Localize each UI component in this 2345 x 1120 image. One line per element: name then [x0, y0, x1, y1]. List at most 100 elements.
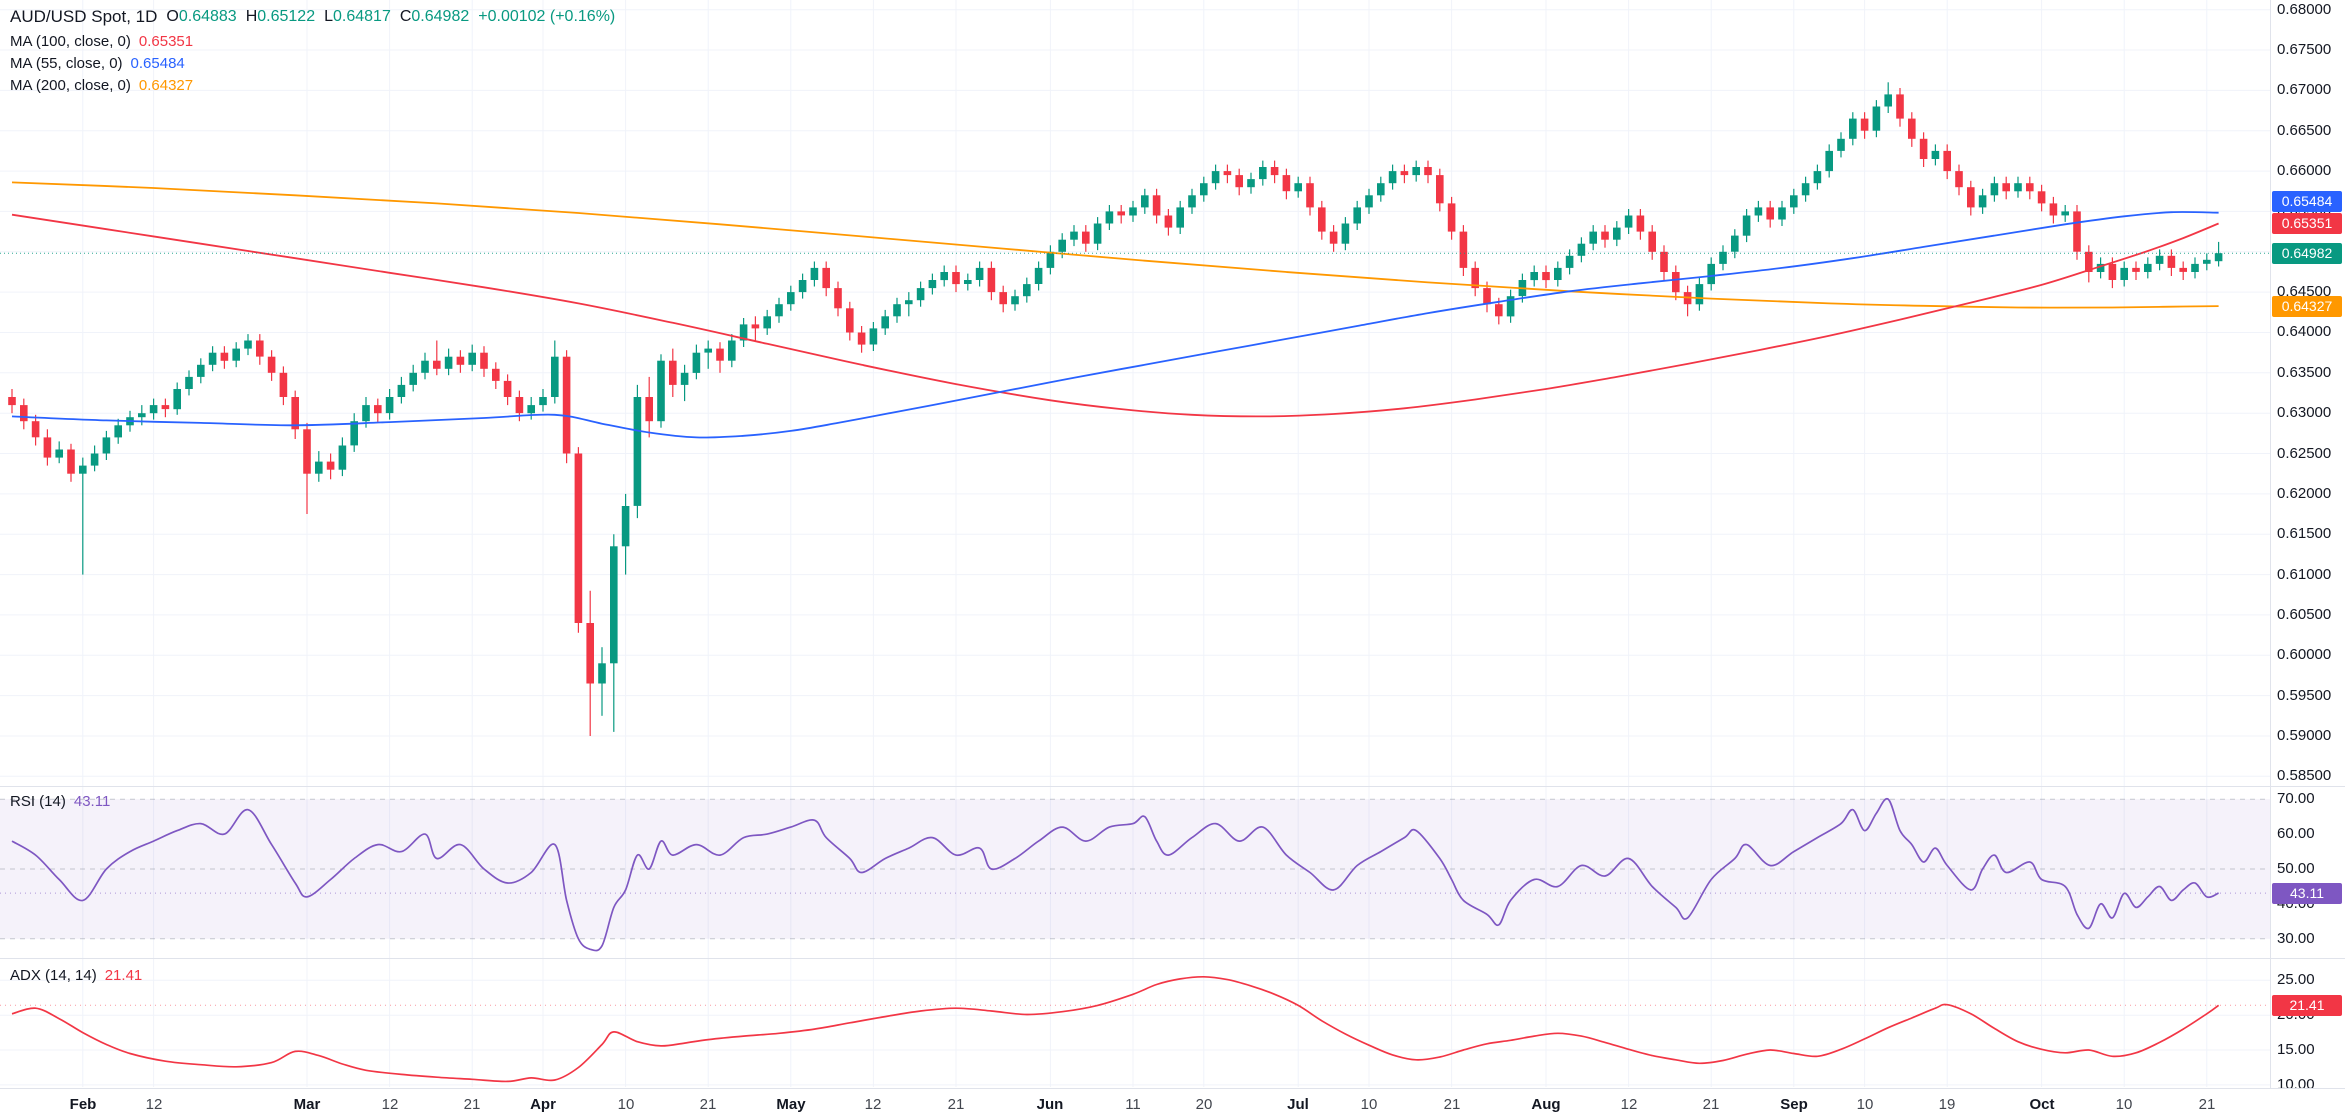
candle[interactable] — [1978, 188, 1987, 214]
candle[interactable] — [291, 390, 299, 439]
candle[interactable] — [2191, 257, 2199, 279]
candle[interactable] — [822, 261, 830, 297]
candle[interactable] — [1247, 172, 1255, 194]
candle[interactable] — [1825, 144, 1833, 178]
candle[interactable] — [1719, 245, 1727, 271]
candle[interactable] — [197, 358, 205, 384]
candle[interactable] — [2061, 205, 2069, 222]
candle[interactable] — [114, 418, 122, 444]
candle[interactable] — [185, 370, 193, 396]
candle[interactable] — [1211, 164, 1220, 190]
candle[interactable] — [244, 334, 252, 356]
candle[interactable] — [739, 318, 748, 347]
candle[interactable] — [1223, 164, 1232, 184]
candle[interactable] — [905, 292, 913, 317]
candle[interactable] — [1648, 225, 1656, 260]
symbol-row[interactable]: AUD/USD Spot, 1D O0.64883 H0.65122 L0.6481… — [10, 4, 615, 30]
candle[interactable] — [468, 344, 476, 372]
candle[interactable] — [527, 397, 535, 420]
candle[interactable] — [1459, 225, 1468, 276]
candle[interactable] — [798, 273, 807, 299]
candle[interactable] — [1471, 261, 1479, 297]
candle[interactable] — [1259, 160, 1267, 186]
candle[interactable] — [598, 647, 606, 716]
candle[interactable] — [267, 350, 276, 381]
candle[interactable] — [1695, 277, 1704, 311]
candle[interactable] — [1554, 261, 1562, 287]
candle[interactable] — [149, 398, 158, 420]
candle[interactable] — [1813, 164, 1822, 190]
candle[interactable] — [692, 344, 701, 380]
candle[interactable] — [433, 340, 441, 376]
candle[interactable] — [1046, 245, 1055, 275]
candle[interactable] — [1188, 188, 1196, 214]
candle[interactable] — [1589, 225, 1597, 251]
candle[interactable] — [1766, 200, 1774, 228]
candle[interactable] — [999, 285, 1007, 313]
candle[interactable] — [2132, 261, 2140, 281]
candle[interactable] — [562, 350, 571, 464]
candle[interactable] — [1294, 176, 1302, 198]
candle[interactable] — [1577, 237, 1586, 263]
candle[interactable] — [1919, 132, 1928, 167]
candle[interactable] — [704, 340, 712, 369]
candle[interactable] — [1872, 100, 1881, 138]
candle[interactable] — [1023, 277, 1031, 303]
candle[interactable] — [1082, 225, 1090, 252]
candle[interactable] — [303, 422, 311, 514]
candle[interactable] — [2167, 249, 2176, 276]
candle[interactable] — [787, 285, 795, 311]
candle[interactable] — [1152, 188, 1161, 224]
candle[interactable] — [1530, 265, 1538, 287]
candle[interactable] — [480, 346, 488, 377]
candle[interactable] — [1412, 160, 1420, 182]
candle[interactable] — [952, 265, 960, 293]
adx-line[interactable] — [11, 975, 2220, 1083]
candle[interactable] — [256, 334, 264, 365]
candle[interactable] — [1896, 88, 1904, 127]
candle[interactable] — [1164, 209, 1173, 236]
candle[interactable] — [492, 362, 500, 389]
candle[interactable] — [1388, 164, 1397, 190]
candle[interactable] — [8, 389, 16, 414]
candle[interactable] — [716, 342, 724, 373]
candle[interactable] — [2203, 253, 2211, 271]
candle[interactable] — [2085, 245, 2093, 283]
candle[interactable] — [1400, 164, 1409, 184]
candle[interactable] — [2155, 249, 2164, 271]
candle[interactable] — [385, 389, 394, 420]
candle[interactable] — [55, 441, 63, 464]
candle[interactable] — [834, 281, 842, 317]
ma-legend-row[interactable]: MA (55, close, 0) 0.65484 — [10, 52, 615, 74]
candle[interactable] — [90, 445, 99, 472]
candle[interactable] — [621, 493, 630, 575]
candle[interactable] — [161, 398, 170, 418]
candle[interactable] — [869, 322, 878, 351]
candle[interactable] — [2026, 176, 2034, 200]
candle[interactable] — [586, 590, 594, 736]
candle[interactable] — [1282, 168, 1291, 200]
candle[interactable] — [43, 429, 52, 466]
candle[interactable] — [857, 326, 866, 353]
candle[interactable] — [1884, 82, 1892, 113]
ma-100-line[interactable] — [11, 213, 2219, 418]
candle[interactable] — [940, 265, 948, 287]
candle[interactable] — [2096, 257, 2105, 279]
candle[interactable] — [810, 261, 819, 287]
candle[interactable] — [1683, 285, 1692, 317]
candle[interactable] — [1990, 176, 1999, 202]
candle[interactable] — [20, 398, 28, 430]
candle[interactable] — [1931, 144, 1940, 166]
candle[interactable] — [1318, 200, 1326, 240]
candle[interactable] — [1908, 112, 1916, 147]
candle[interactable] — [1778, 200, 1786, 226]
candle[interactable] — [1742, 209, 1751, 243]
candle[interactable] — [173, 382, 181, 415]
candle[interactable] — [1353, 200, 1361, 230]
candle[interactable] — [1117, 205, 1125, 224]
candle[interactable] — [1176, 200, 1184, 234]
candle[interactable] — [1624, 209, 1633, 234]
candle[interactable] — [421, 352, 429, 380]
ma-legend-row[interactable]: MA (100, close, 0) 0.65351 — [10, 30, 615, 52]
candle[interactable] — [1731, 229, 1739, 259]
